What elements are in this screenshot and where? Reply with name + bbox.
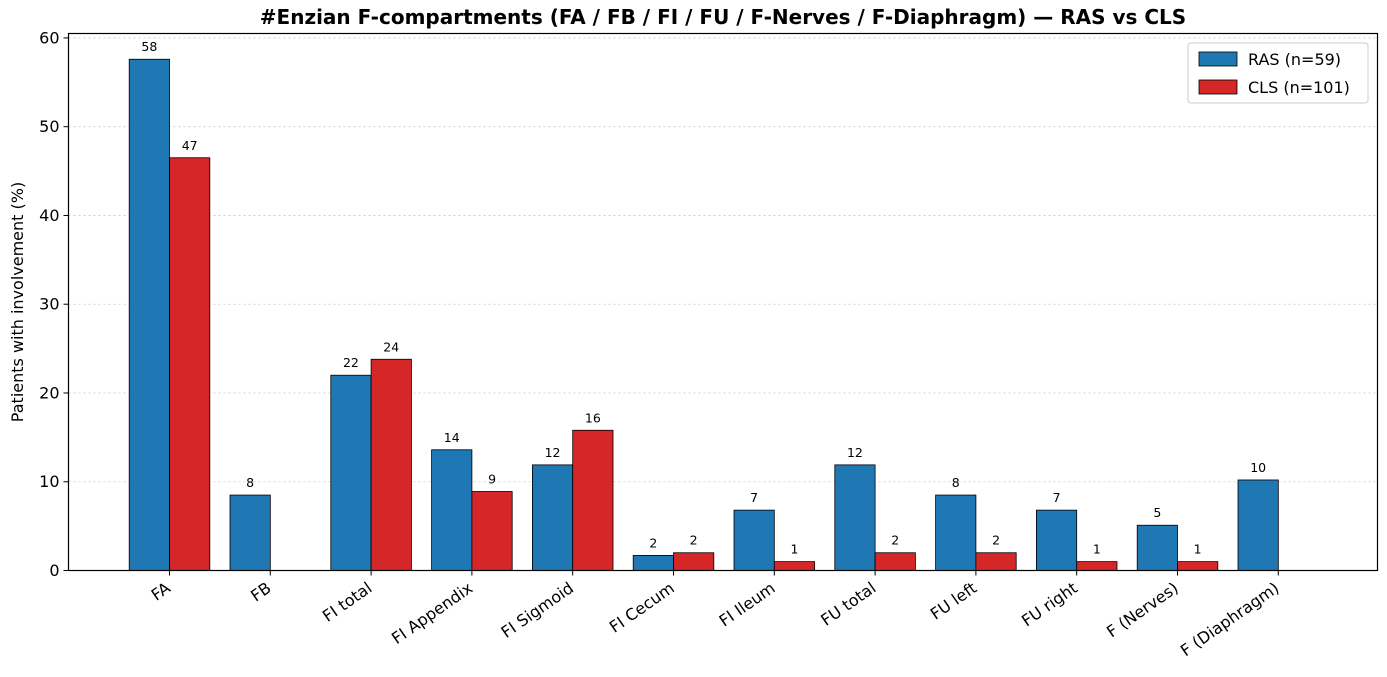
data-label: 12 — [545, 445, 561, 460]
x-tick-label: FI Appendix — [388, 578, 476, 648]
data-label: 16 — [585, 410, 601, 425]
x-tick-label: FI Ileum — [715, 578, 778, 630]
bar-ras — [532, 464, 574, 571]
bar-ras — [1237, 479, 1279, 571]
data-label: 7 — [750, 490, 758, 505]
data-label: 1 — [1194, 542, 1202, 557]
y-tick-label: 20 — [39, 383, 59, 402]
bar-ras — [330, 374, 372, 571]
data-label: 9 — [488, 472, 496, 487]
legend: RAS (n=59) CLS (n=101) — [1187, 42, 1369, 104]
bar-ras — [935, 494, 977, 571]
bar-ras — [431, 449, 473, 571]
bar-cls — [673, 552, 715, 571]
x-tick-label: F (Diaphragm) — [1177, 578, 1283, 660]
bar-cls — [975, 552, 1017, 571]
legend-swatch-cls — [1198, 79, 1238, 95]
x-tick-label: FI Sigmoid — [497, 578, 577, 642]
bar-cls — [471, 491, 513, 571]
bar-cls — [370, 358, 412, 571]
data-label: 1 — [790, 542, 798, 557]
bar-ras — [229, 494, 271, 571]
bar-cls — [1177, 561, 1219, 571]
y-tick-label: 50 — [39, 117, 59, 136]
y-axis-label: Patients with involvement (%) — [8, 182, 27, 422]
data-label: 2 — [992, 533, 1000, 548]
bar-ras — [128, 58, 170, 571]
y-axis: 0 10 20 30 40 50 60 — [39, 28, 69, 580]
bar-cls — [1076, 561, 1118, 571]
y-tick-label: 40 — [39, 206, 59, 225]
bar-ras — [733, 509, 775, 571]
data-label: 14 — [444, 430, 460, 445]
x-tick-label: FI total — [319, 578, 375, 625]
data-label: 47 — [182, 138, 198, 153]
bar-cls — [773, 561, 815, 571]
x-tick-label: FU left — [927, 578, 980, 623]
plot-frame — [67, 32, 1379, 572]
data-label: 2 — [891, 533, 899, 548]
y-tick-label: 10 — [39, 472, 59, 491]
data-label: 58 — [141, 39, 157, 54]
data-label: 5 — [1153, 505, 1161, 520]
x-tick-label: F (Nerves) — [1103, 578, 1182, 641]
data-label: 24 — [383, 339, 399, 354]
x-tick-label: FU right — [1018, 578, 1081, 630]
data-label: 10 — [1250, 460, 1266, 475]
bar-ras — [632, 555, 674, 571]
data-label: 2 — [649, 535, 657, 550]
x-tick-label: FU total — [817, 578, 879, 629]
bar-cls — [169, 157, 211, 571]
data-label: 7 — [1053, 490, 1061, 505]
data-label: 8 — [952, 475, 960, 490]
bar-ras — [1136, 524, 1178, 571]
x-tick-label: FI Cecum — [606, 578, 678, 636]
bars — [128, 58, 1279, 571]
x-tick-label: FA — [148, 578, 174, 604]
y-tick-label: 0 — [49, 561, 59, 580]
legend-label-ras: RAS (n=59) — [1248, 50, 1341, 69]
legend-label-cls: CLS (n=101) — [1248, 78, 1350, 97]
data-label: 12 — [847, 445, 863, 460]
data-label: 1 — [1093, 542, 1101, 557]
grid-lines — [68, 37, 1378, 483]
y-tick-label: 30 — [39, 295, 59, 314]
chart-title: #Enzian F-compartments (FA / FB / FI / F… — [260, 5, 1186, 29]
legend-swatch-ras — [1198, 51, 1238, 67]
data-label: 8 — [246, 475, 254, 490]
y-tick-label: 60 — [39, 28, 59, 47]
bar-ras — [1036, 509, 1078, 571]
data-label: 22 — [343, 355, 359, 370]
x-axis: FA FB FI total FI Appendix FI Sigmoid FI Cecu… — [148, 570, 1283, 660]
x-tick-label: FB — [247, 578, 274, 605]
bar-ras — [834, 464, 876, 571]
bar-cls — [572, 429, 614, 571]
data-label: 2 — [690, 533, 698, 548]
bar-cls — [874, 552, 916, 571]
